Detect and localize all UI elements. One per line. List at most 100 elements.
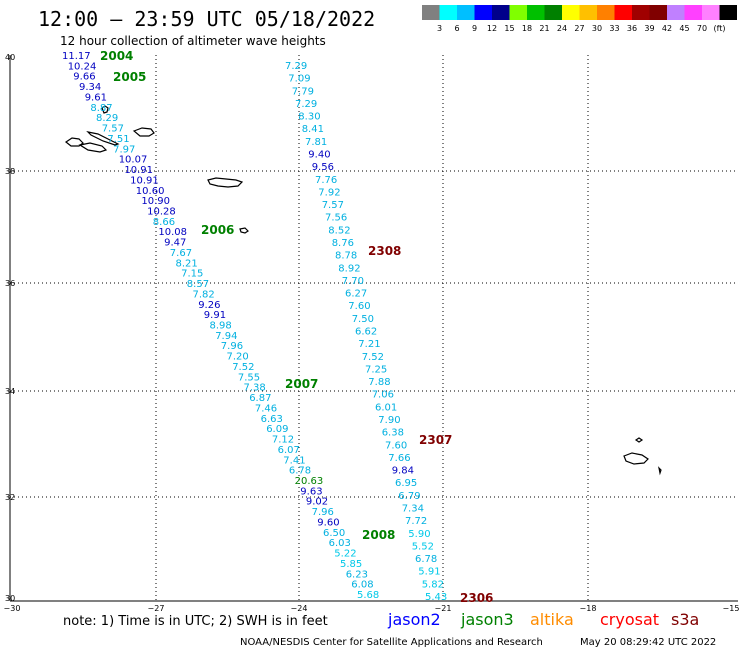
legend-label: 9	[472, 24, 477, 33]
wave-height-value: 7.70	[342, 276, 364, 287]
lon-label-15: −15	[723, 604, 740, 613]
wave-height-value: 8.78	[335, 251, 357, 262]
map-subtitle: 12 hour collection of altimeter wave hei…	[60, 34, 326, 48]
wave-height-value: 7.34	[402, 504, 424, 515]
wave-height-value: 11.17	[62, 51, 91, 62]
footer-credit: NOAA/NESDIS Center for Satellite Applica…	[240, 637, 543, 648]
wave-height-value: 9.63	[300, 486, 322, 497]
legend-label: 30	[592, 24, 602, 33]
legend-label: 3	[437, 24, 442, 33]
legend-swatch	[562, 5, 580, 20]
lat-label-30: 30	[5, 594, 15, 603]
island-santa-maria	[239, 227, 249, 234]
wave-height-value: 6.03	[329, 538, 351, 549]
wave-height-value: 9.47	[164, 238, 186, 249]
wave-height-value: 7.66	[388, 453, 410, 464]
wave-height-value: 6.78	[415, 554, 437, 565]
wave-height-value: 7.25	[365, 364, 387, 375]
wave-height-value: 7.46	[255, 403, 277, 414]
wave-height-value: 8.87	[90, 103, 112, 114]
wave-height-value: 10.91	[124, 165, 153, 176]
wave-height-value: 6.78	[289, 466, 311, 477]
wave-height-value: 8.41	[302, 124, 324, 135]
altimeter-track-b: 7.29 7.097.79 7.29 8.308.41 7.81 9.409.56 7.76…	[285, 61, 447, 603]
pass-label-2007: 2007	[285, 377, 318, 391]
wave-height-value: 9.91	[204, 310, 226, 321]
wave-height-value: 7.60	[348, 301, 370, 312]
wave-height-value: 5.82	[422, 579, 444, 590]
wave-height-value: 6.01	[375, 402, 397, 413]
wave-height-value: 5.22	[334, 549, 356, 560]
wave-height-value: 9.34	[79, 82, 101, 93]
wave-height-value: 7.29	[285, 61, 307, 72]
wave-height-value: 8.21	[176, 258, 198, 269]
wave-height-value: 9.66	[73, 72, 95, 83]
wave-height-value: 7.72	[405, 516, 427, 527]
legend-swatch	[474, 5, 492, 20]
wave-height-value: 7.57	[322, 200, 344, 211]
lat-label-34: 34	[5, 387, 15, 396]
wave-height-value: 6.08	[351, 580, 373, 591]
legend-jason2: jason2	[387, 610, 441, 629]
legend-label: 70	[697, 24, 707, 33]
wave-height-value: 5.90	[408, 529, 430, 540]
wave-height-value: 7.88	[368, 377, 390, 388]
wave-height-value: 7.20	[227, 352, 249, 363]
wave-height-value: 8.52	[328, 225, 350, 236]
wave-height-value: 7.09	[288, 74, 310, 85]
wave-height-value: 7.12	[272, 435, 294, 446]
wave-height-value: 6.50	[323, 528, 345, 539]
altimeter-track-a: 11.1710.249.669.349.618.878.297.577.517.…	[62, 51, 379, 601]
legend-swatch	[649, 5, 667, 20]
wave-height-value: 6.79	[398, 491, 420, 502]
island-desertas	[658, 466, 662, 476]
pass-label-2006: 2006	[201, 223, 234, 237]
wave-height-value: 7.94	[215, 331, 237, 342]
wave-height-value: 7.81	[305, 137, 327, 148]
island-madeira	[623, 452, 649, 465]
legend-cryosat: cryosat	[600, 610, 659, 629]
wave-height-value: 7.06	[372, 390, 394, 401]
lon-label-21: −21	[435, 604, 452, 613]
wave-height-value: 5.91	[418, 567, 440, 578]
legend-label: 36	[627, 24, 637, 33]
legend-jason3: jason3	[460, 610, 514, 629]
lat-label-38: 38	[5, 167, 15, 176]
legend-swatch	[509, 5, 527, 20]
wave-height-value: 6.07	[278, 445, 300, 456]
wave-height-value: 6.38	[382, 428, 404, 439]
wave-height-value: 5.85	[340, 559, 362, 570]
map-grid	[10, 55, 738, 601]
wave-height-value: 9.84	[392, 466, 414, 477]
wave-height-value: 7.51	[107, 134, 129, 145]
color-legend	[422, 5, 737, 20]
legend-swatch	[492, 5, 510, 20]
legend-label: 18	[522, 24, 532, 33]
legend-swatch	[684, 5, 702, 20]
wave-height-value: 7.15	[181, 269, 203, 280]
wave-height-value: 10.91	[130, 175, 159, 186]
legend-swatch	[632, 5, 650, 20]
legend-swatch	[597, 5, 615, 20]
wave-height-value: 8.76	[332, 238, 354, 249]
wave-height-value: 7.21	[358, 339, 380, 350]
wave-height-value: 10.08	[158, 227, 187, 238]
footer-note: note: 1) Time is in UTC; 2) SWH is in fe…	[63, 614, 328, 629]
legend-swatch	[457, 5, 475, 20]
legend-label: 27	[574, 24, 584, 33]
island-sao-miguel	[207, 177, 244, 188]
wave-height-value: 8.66	[153, 217, 175, 228]
legend-swatch	[667, 5, 685, 20]
legend-label: 45	[679, 24, 689, 33]
wave-height-value: 5.68	[357, 590, 379, 601]
wave-height-value: 6.87	[249, 393, 271, 404]
legend-label: 6	[454, 24, 459, 33]
legend-label: 39	[644, 24, 654, 33]
wave-height-value: 7.79	[292, 86, 314, 97]
legend-label: 42	[662, 24, 672, 33]
color-legend-labels: 3 6 9 12 15 18 21 24 27 30 33 36 39 42 45 70 (ft)	[437, 24, 726, 33]
wave-height-value: 7.82	[193, 289, 215, 300]
legend-label: 24	[557, 24, 567, 33]
wave-height-value: 7.60	[385, 440, 407, 451]
